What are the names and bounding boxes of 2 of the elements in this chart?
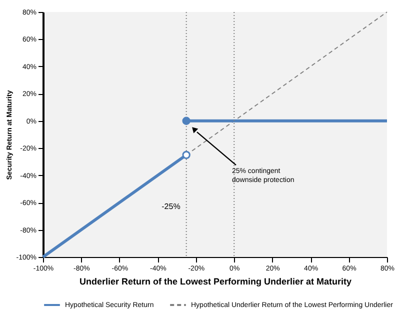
x-axis-title: Underlier Return of the Lowest Performing Underlier at Maturity xyxy=(79,276,352,286)
ref-line-label: -25% xyxy=(162,202,180,211)
